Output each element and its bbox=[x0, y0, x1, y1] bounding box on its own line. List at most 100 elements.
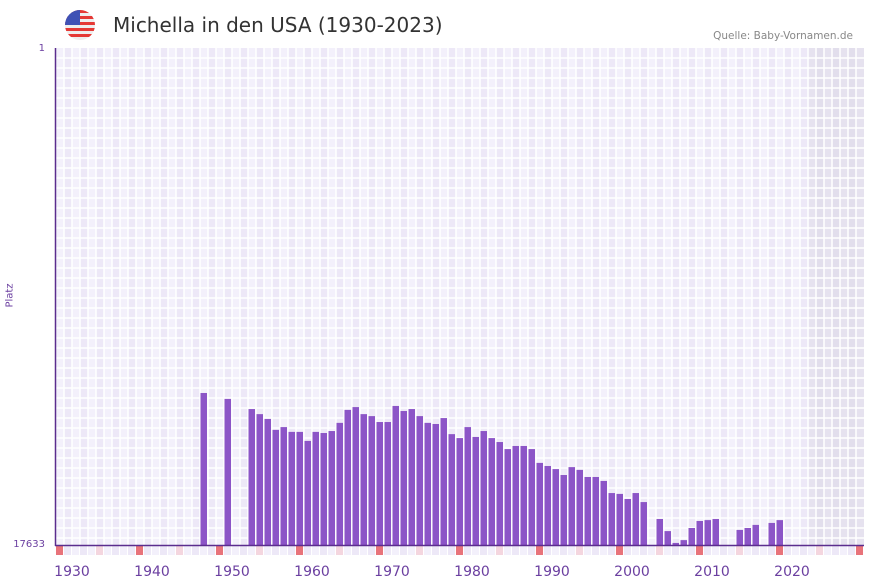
decade-marker bbox=[376, 546, 383, 555]
grid-column bbox=[56, 48, 64, 545]
grid-column bbox=[520, 48, 528, 545]
marker-cell bbox=[544, 546, 551, 555]
grid-column bbox=[816, 48, 824, 545]
marker-cell bbox=[80, 546, 87, 555]
y-tick-label-bottom: 17633 bbox=[13, 539, 45, 550]
grid-column bbox=[768, 48, 776, 545]
bar-1997 bbox=[608, 493, 615, 545]
grid-column bbox=[848, 48, 856, 545]
grid-column bbox=[304, 48, 312, 545]
marker-cell bbox=[624, 546, 631, 555]
half-decade-marker bbox=[256, 546, 263, 555]
grid-column bbox=[496, 48, 504, 545]
grid-column bbox=[424, 48, 432, 545]
bar-1966 bbox=[360, 414, 367, 545]
bar-1995 bbox=[592, 476, 599, 545]
grid-column bbox=[144, 48, 152, 545]
marker-cell bbox=[752, 546, 759, 555]
grid-column bbox=[136, 48, 144, 545]
marker-cell bbox=[400, 546, 407, 555]
grid-column bbox=[800, 48, 808, 545]
x-tick-label: 2000 bbox=[614, 564, 650, 580]
marker-cell bbox=[608, 546, 615, 555]
marker-cell bbox=[592, 546, 599, 555]
marker-cell bbox=[632, 546, 639, 555]
marker-cell bbox=[344, 546, 351, 555]
bar-2010 bbox=[712, 518, 719, 545]
usa-flag-icon bbox=[65, 10, 95, 40]
grid-column bbox=[112, 48, 120, 545]
marker-cell bbox=[520, 546, 527, 555]
bar-2017 bbox=[768, 522, 775, 545]
grid-column bbox=[336, 48, 344, 545]
marker-cell bbox=[240, 546, 247, 555]
grid-column bbox=[600, 48, 608, 545]
decade-marker bbox=[776, 546, 783, 555]
marker-cell bbox=[72, 546, 79, 555]
bar-2005 bbox=[672, 542, 679, 545]
decade-marker bbox=[56, 546, 63, 555]
grid-column bbox=[232, 48, 240, 545]
bar-1964 bbox=[344, 409, 351, 545]
grid-column bbox=[96, 48, 104, 545]
bar-1957 bbox=[288, 431, 295, 545]
grid-column bbox=[584, 48, 592, 545]
decade-marker bbox=[536, 546, 543, 555]
marker-cell bbox=[424, 546, 431, 555]
grid-column bbox=[152, 48, 160, 545]
marker-cell bbox=[352, 546, 359, 555]
bar-1971 bbox=[400, 411, 407, 545]
grid-column bbox=[128, 48, 136, 545]
bar-1975 bbox=[432, 423, 439, 545]
grid-column bbox=[480, 48, 488, 545]
grid-column bbox=[216, 48, 224, 545]
bar-2007 bbox=[688, 528, 695, 545]
grid-column bbox=[88, 48, 96, 545]
grid-column bbox=[432, 48, 440, 545]
marker-cell bbox=[504, 546, 511, 555]
bar-1989 bbox=[544, 465, 551, 545]
decade-marker bbox=[456, 546, 463, 555]
marker-cell bbox=[448, 546, 455, 555]
marker-cell bbox=[248, 546, 255, 555]
bar-1974 bbox=[424, 422, 431, 545]
grid-column bbox=[456, 48, 464, 545]
marker-cell bbox=[560, 546, 567, 555]
marker-cell bbox=[808, 546, 815, 555]
half-decade-marker bbox=[416, 546, 423, 555]
grid-column bbox=[344, 48, 352, 545]
source-link[interactable]: Quelle: Baby-Vornamen.de bbox=[713, 30, 853, 42]
grid-column bbox=[552, 48, 560, 545]
x-tick-label: 1940 bbox=[134, 564, 170, 580]
grid-column bbox=[640, 48, 648, 545]
bar-1959 bbox=[304, 440, 311, 545]
grid-column bbox=[416, 48, 424, 545]
bar-2018 bbox=[776, 520, 783, 545]
marker-cell bbox=[264, 546, 271, 555]
marker-cell bbox=[840, 546, 847, 555]
marker-cell bbox=[480, 546, 487, 555]
marker-cell bbox=[824, 546, 831, 555]
grid-column bbox=[224, 48, 232, 545]
marker-cell bbox=[584, 546, 591, 555]
decade-marker bbox=[616, 546, 623, 555]
marker-cell bbox=[600, 546, 607, 555]
bar-1999 bbox=[624, 498, 631, 545]
grid-column bbox=[712, 48, 720, 545]
marker-cell bbox=[464, 546, 471, 555]
marker-cell bbox=[488, 546, 495, 555]
bar-2014 bbox=[744, 528, 751, 545]
grid-column bbox=[760, 48, 768, 545]
bar-1973 bbox=[416, 416, 423, 545]
grid-column bbox=[608, 48, 616, 545]
half-decade-marker bbox=[96, 546, 103, 555]
marker-cell bbox=[744, 546, 751, 555]
grid-column bbox=[104, 48, 112, 545]
grid-column bbox=[856, 48, 864, 545]
grid-column bbox=[264, 48, 272, 545]
marker-cell bbox=[728, 546, 735, 555]
grid-column bbox=[376, 48, 384, 545]
marker-cell bbox=[784, 546, 791, 555]
grid-column bbox=[384, 48, 392, 545]
grid-column bbox=[512, 48, 520, 545]
